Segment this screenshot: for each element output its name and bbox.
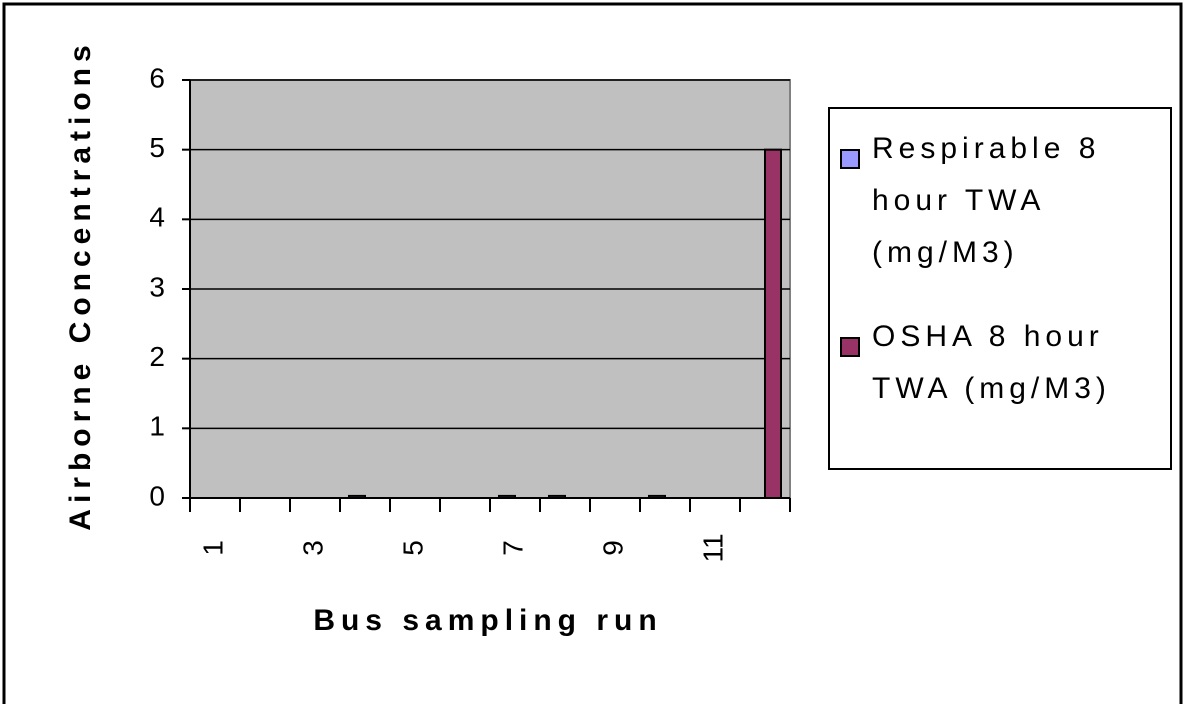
x-tick-label: 1 (197, 540, 228, 556)
legend: Respirable 8 hour TWA (mg/M3) OSHA 8 hour… (828, 107, 1172, 470)
x-axis-title: Bus sampling run (313, 604, 662, 637)
bar (648, 494, 666, 500)
bar (548, 494, 566, 500)
x-tick-label: 5 (397, 540, 428, 556)
bar (348, 494, 366, 500)
legend-label: Respirable 8 hour TWA (mg/M3) (872, 132, 1101, 269)
y-tick-label: 4 (149, 202, 165, 233)
y-tick-label: 0 (149, 480, 165, 511)
legend-label: OSHA 8 hour TWA (mg/M3) (872, 320, 1111, 405)
legend-swatch (840, 337, 860, 357)
y-axis-title: Airborne Concentrations (64, 39, 97, 530)
x-tick-label: 3 (297, 540, 328, 556)
legend-entry: Respirable 8 hour TWA (mg/M3) (840, 123, 1170, 279)
bar (498, 494, 516, 500)
y-tick-label: 3 (149, 271, 165, 302)
x-tick-label: 11 (697, 533, 728, 562)
x-tick-label: 7 (497, 540, 528, 556)
y-tick-label: 5 (149, 132, 165, 163)
y-tick-label: 2 (149, 341, 165, 372)
bar (764, 148, 782, 500)
legend-swatch (840, 149, 860, 169)
y-tick-label: 1 (149, 411, 165, 442)
legend-entry: OSHA 8 hour TWA (mg/M3) (840, 311, 1170, 415)
y-tick-label: 6 (149, 62, 165, 93)
x-tick-label: 9 (597, 540, 628, 556)
